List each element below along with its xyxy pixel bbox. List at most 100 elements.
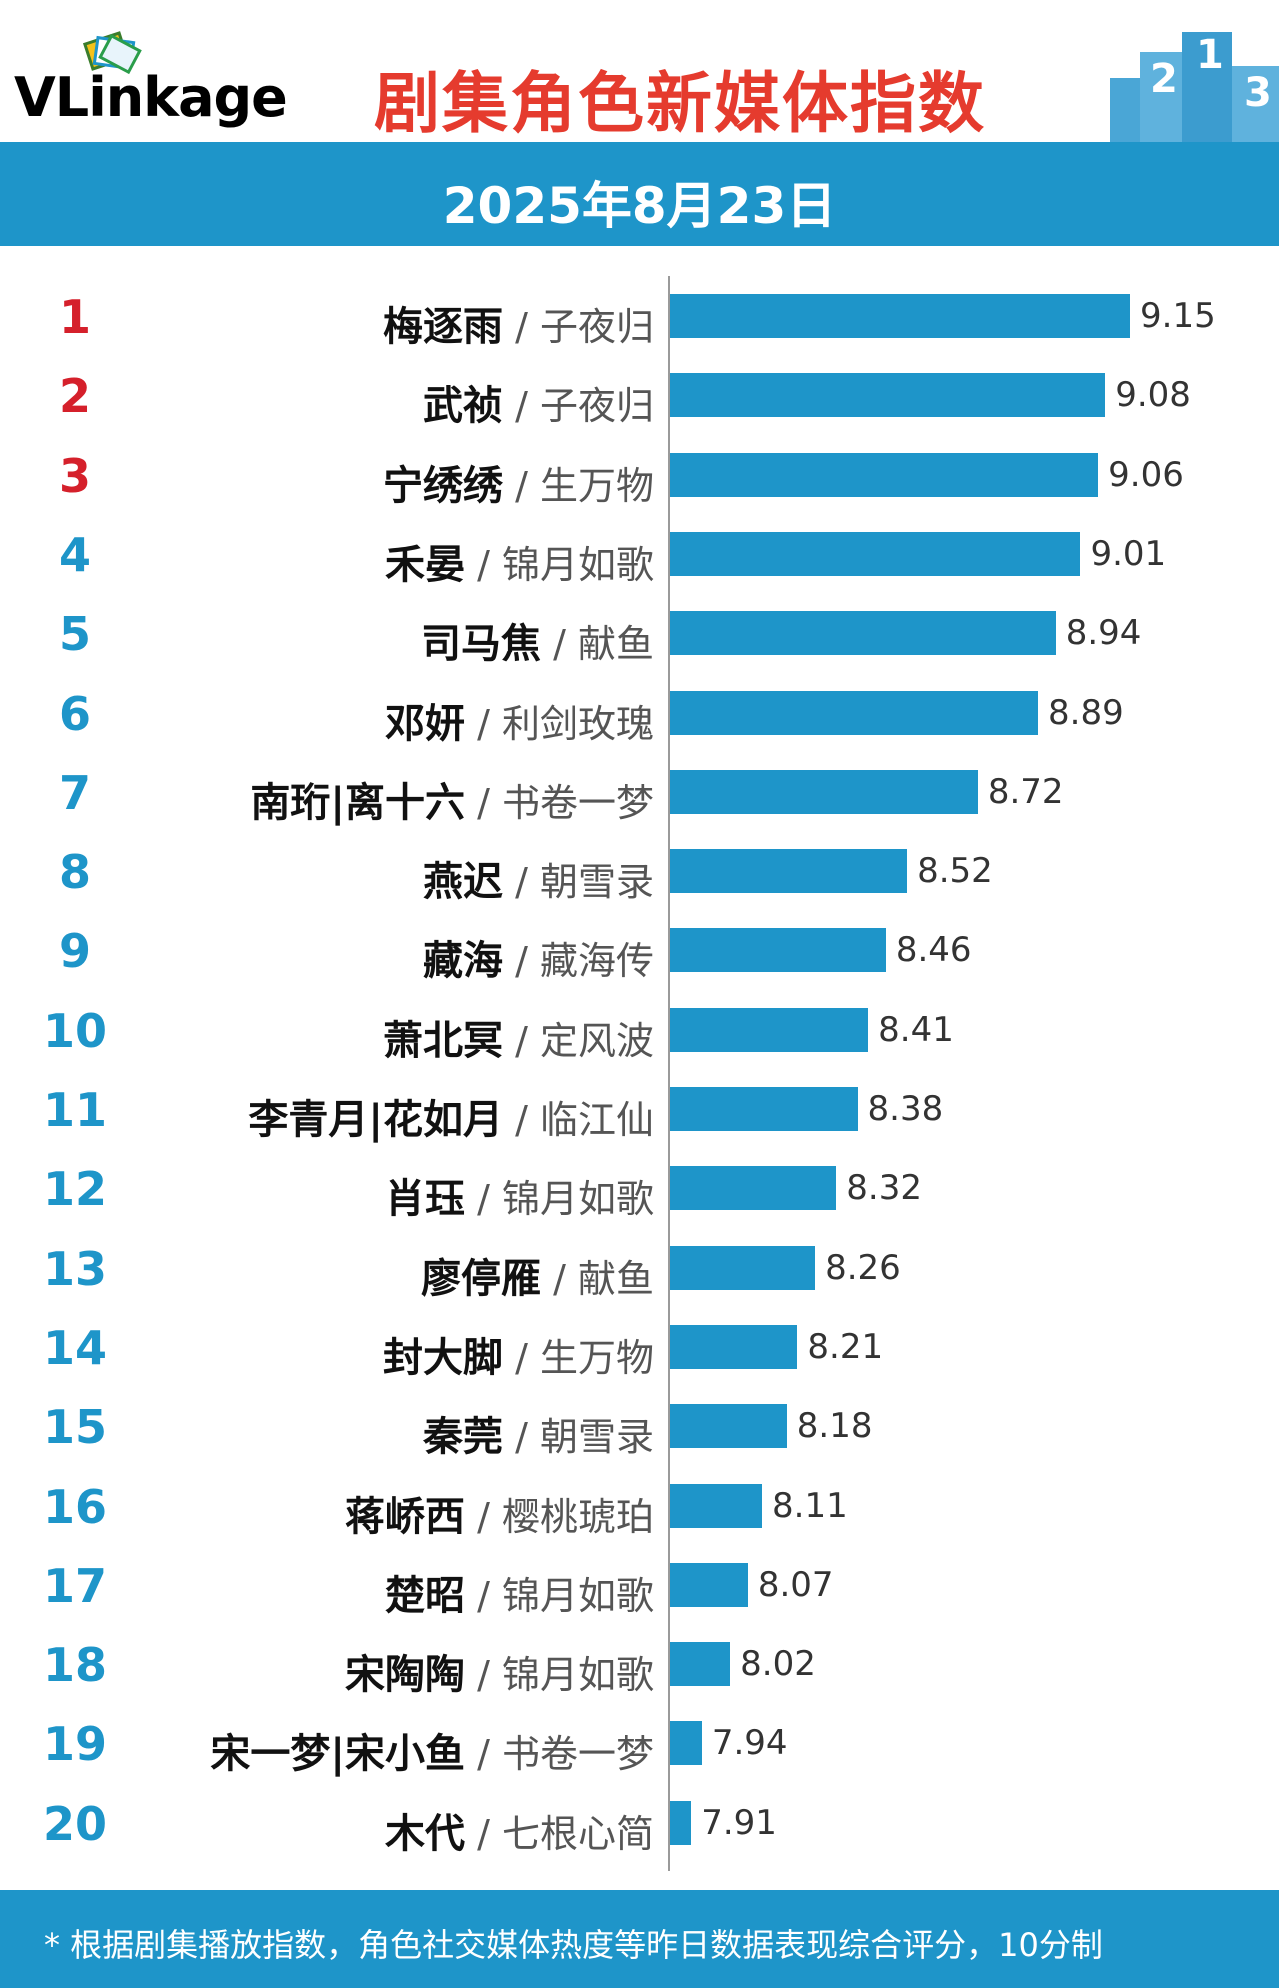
chart-row: 2 武祯 / 子夜归 9.08: [0, 355, 1279, 434]
role-name: 禾晏: [385, 541, 466, 588]
bar: [670, 690, 1038, 735]
separator: /: [465, 1177, 502, 1222]
role-name: 邓妍: [385, 700, 466, 747]
chart-row: 8 燕迟 / 朝雪录 8.52: [0, 831, 1279, 910]
role-name: 封大脚: [383, 1334, 504, 1381]
rank-number: 20: [42, 1796, 107, 1851]
row-label: 禾晏 / 锦月如歌: [385, 532, 654, 590]
bar: [670, 1642, 731, 1687]
role-name: 南珩|离十六: [250, 779, 466, 826]
svg-text:1: 1: [1196, 32, 1224, 78]
chart-row: 5 司马焦 / 献鱼 8.94: [0, 593, 1279, 672]
chart-row: 6 邓妍 / 利剑玫瑰 8.89: [0, 673, 1279, 752]
podium-icon: 2 1 3: [1110, 32, 1279, 142]
role-name: 藏海: [423, 938, 504, 985]
rank-number: 17: [42, 1558, 107, 1613]
drama-name: 临江仙: [539, 1098, 654, 1142]
drama-name: 生万物: [539, 463, 654, 508]
bar: [670, 531, 1081, 576]
rank-number: 1: [58, 290, 91, 344]
value-label: 8.02: [740, 1644, 816, 1685]
separator: /: [465, 1573, 502, 1618]
role-name: 木代: [385, 1810, 466, 1857]
row-label: 梅逐雨 / 子夜归: [383, 294, 654, 352]
drama-name: 献鱼: [577, 622, 654, 667]
svg-text:2: 2: [1150, 56, 1178, 102]
value-label: 8.32: [846, 1168, 922, 1209]
header: VLinkage 剧集角色新媒体指数 2 1 3: [0, 0, 1279, 142]
drama-name: 朝雪录: [539, 1415, 654, 1460]
row-label: 秦莞 / 朝雪录: [423, 1404, 654, 1462]
bar: [670, 1721, 702, 1766]
rank-number: 8: [58, 845, 91, 900]
drama-name: 朝雪录: [539, 860, 654, 905]
bar: [670, 928, 886, 973]
bar: [670, 373, 1106, 418]
bar: [670, 611, 1056, 656]
value-label: 7.94: [711, 1723, 788, 1764]
drama-name: 子夜归: [539, 305, 654, 349]
row-label: 楚昭 / 锦月如歌: [385, 1563, 654, 1621]
row-label: 邓妍 / 利剑玫瑰: [385, 691, 654, 749]
chart-row: 1 梅逐雨 / 子夜归 9.15: [0, 276, 1279, 355]
role-name: 李青月|花如月: [248, 1097, 504, 1143]
separator: /: [503, 1018, 540, 1063]
value-label: 8.21: [807, 1326, 884, 1367]
rank-number: 15: [42, 1400, 107, 1455]
separator: /: [503, 860, 540, 905]
separator: /: [465, 1653, 502, 1698]
drama-name: 定风波: [539, 1018, 654, 1063]
rank-number: 10: [42, 1003, 107, 1058]
separator: /: [541, 622, 578, 667]
role-name: 楚昭: [385, 1572, 466, 1619]
row-label: 燕迟 / 朝雪录: [423, 849, 654, 907]
rank-number: 3: [58, 448, 91, 503]
bar: [670, 1166, 837, 1211]
rank-number: 12: [42, 1162, 107, 1217]
separator: /: [503, 463, 540, 508]
role-name: 廖停雁: [421, 1255, 542, 1302]
drama-name: 利剑玫瑰: [501, 701, 654, 746]
value-label: 8.72: [987, 771, 1064, 812]
row-label: 廖停雁 / 献鱼: [421, 1246, 654, 1304]
bar: [670, 1087, 858, 1131]
separator: /: [465, 542, 502, 587]
drama-name: 献鱼: [577, 1256, 654, 1301]
separator: /: [465, 1811, 502, 1856]
role-name: 宁绣绣: [383, 462, 504, 509]
chart-row: 13 廖停雁 / 献鱼 8.26: [0, 1228, 1279, 1307]
logo-cards-icon: [82, 31, 142, 75]
rank-number: 9: [58, 924, 91, 979]
chart-row: 10 萧北冥 / 定风波 8.41: [0, 990, 1279, 1069]
rank-number: 11: [42, 1083, 107, 1137]
chart-row: 11 李青月|花如月 / 临江仙 8.38: [0, 1069, 1279, 1148]
chart-row: 16 蒋峤西 / 樱桃琥珀 8.11: [0, 1466, 1279, 1545]
page-title: 剧集角色新媒体指数: [374, 65, 986, 142]
bar: [670, 1404, 787, 1449]
rank-number: 19: [42, 1717, 107, 1772]
chart-row: 12 肖珏 / 锦月如歌 8.32: [0, 1148, 1279, 1227]
bar: [670, 294, 1130, 338]
separator: /: [503, 1335, 540, 1380]
role-name: 萧北冥: [383, 1017, 504, 1064]
value-label: 7.91: [701, 1802, 777, 1843]
row-label: 肖珏 / 锦月如歌: [385, 1166, 654, 1224]
separator: /: [503, 1415, 540, 1460]
row-label: 宋一梦|宋小鱼 / 书卷一梦: [210, 1721, 654, 1779]
footer: * 根据剧集播放指数，角色社交媒体热度等昨日数据表现综合评分，10分制: [0, 1890, 1279, 1988]
value-label: 8.52: [917, 851, 993, 892]
bar: [670, 1007, 869, 1052]
drama-name: 藏海传: [539, 939, 654, 984]
row-label: 武祯 / 子夜归: [423, 373, 654, 431]
rank-number: 2: [58, 369, 91, 424]
drama-name: 书卷一梦: [501, 1732, 654, 1777]
drama-name: 子夜归: [539, 384, 654, 429]
chart-row: 9 藏海 / 藏海传 8.46: [0, 910, 1279, 989]
bar: [670, 769, 978, 814]
bar: [670, 1324, 798, 1369]
row-label: 木代 / 七根心简: [385, 1801, 654, 1859]
value-label: 9.01: [1090, 533, 1167, 574]
drama-name: 锦月如歌: [501, 1573, 654, 1618]
row-label: 宋陶陶 / 锦月如歌: [345, 1642, 654, 1700]
row-label: 司马焦 / 献鱼: [421, 611, 654, 669]
